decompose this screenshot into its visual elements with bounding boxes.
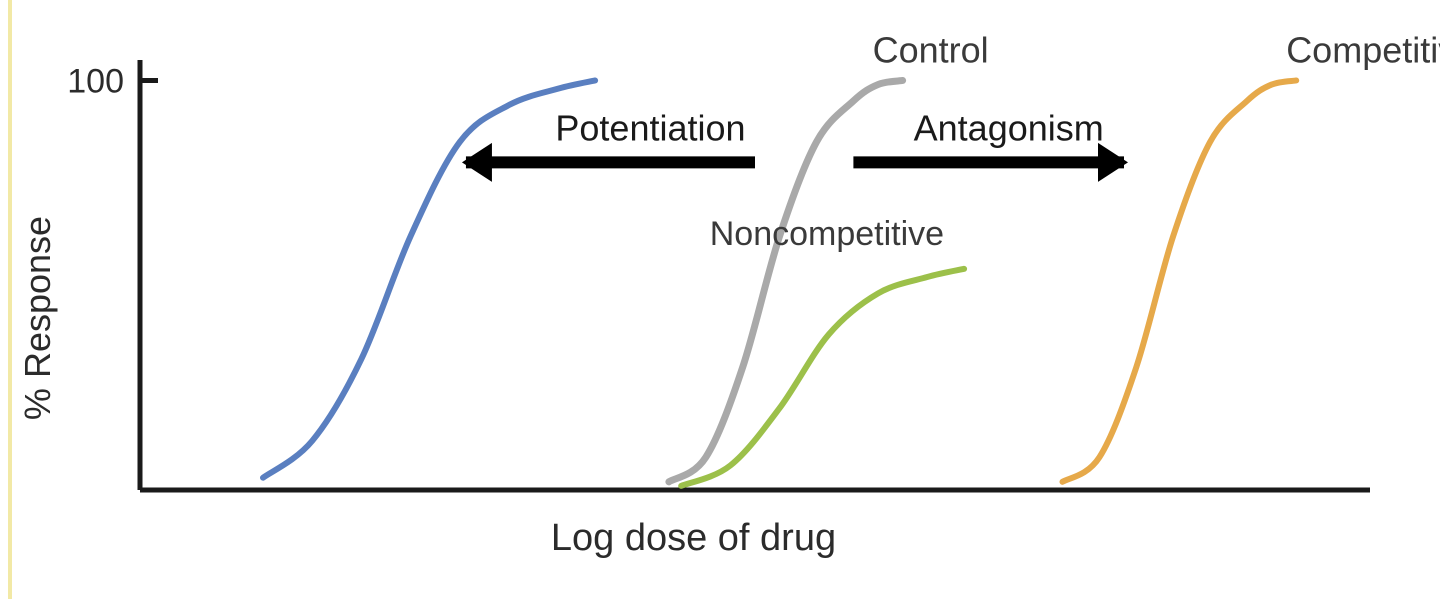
x-axis-label: Log dose of drug	[551, 517, 836, 559]
y-axis-label: % Response	[17, 216, 58, 420]
dose-response-chart: 100 % Response Log dose of drug Control Nonc…	[0, 0, 1440, 599]
arrow-potentiation-label: Potentiation	[555, 107, 745, 148]
arrow-antagonism-label: Antagonism	[914, 107, 1104, 148]
y-tick-label-100: 100	[67, 62, 124, 100]
label-competitive: Competitive	[1286, 29, 1440, 70]
left-rule	[8, 0, 12, 599]
label-control: Control	[873, 29, 989, 70]
label-noncompetitive: Noncompetitive	[710, 215, 944, 253]
